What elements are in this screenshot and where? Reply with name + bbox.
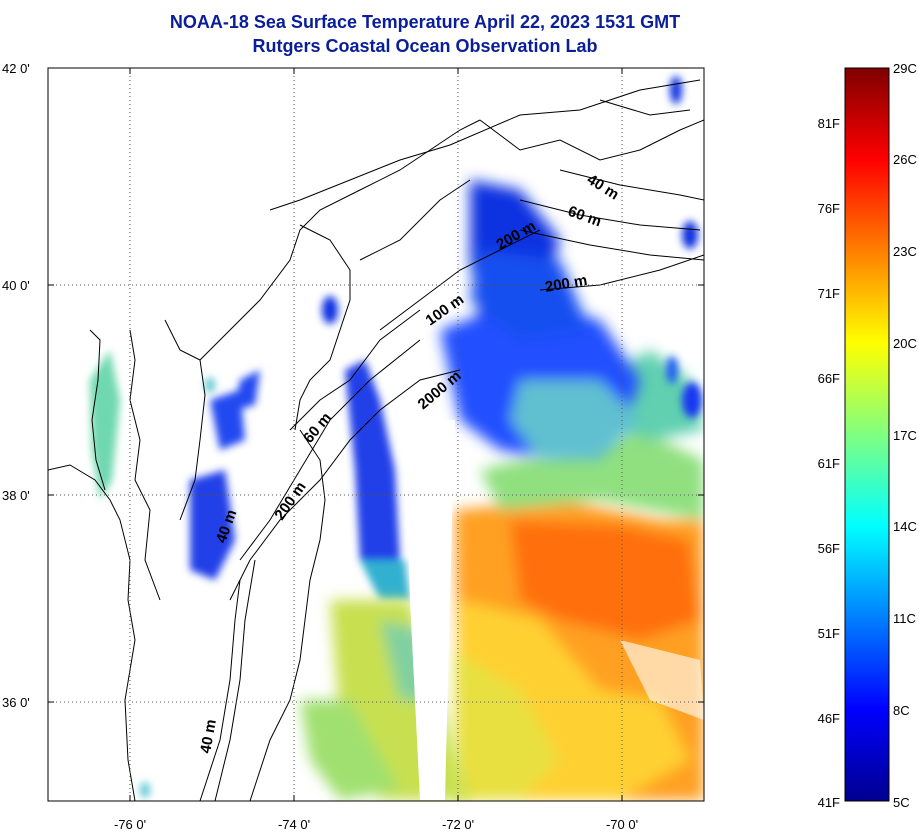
- lon-label: -74 0': [277, 817, 311, 832]
- colorbar-frame: [844, 67, 890, 802]
- colorbar-f-label: 71F: [817, 286, 840, 301]
- colorbar-c-label: 29C: [893, 61, 917, 76]
- graticule: [48, 68, 704, 801]
- map-frame: [47, 67, 705, 802]
- colorbar-c-label: 5C: [893, 795, 910, 810]
- colorbar-f-label: 51F: [817, 626, 840, 641]
- colorbar-f-label: 81F: [817, 116, 840, 131]
- colorbar-c-label: 23C: [893, 244, 917, 259]
- lon-label: -70 0': [605, 817, 639, 832]
- map-title: NOAA-18 Sea Surface Temperature April 22…: [169, 12, 681, 32]
- lon-label: -76 0': [113, 817, 147, 832]
- frame-ticks: [48, 67, 704, 801]
- colorbar-f-label: 46F: [817, 711, 840, 726]
- lat-label: 38 0': [2, 488, 30, 503]
- contour-label: 40 m: [197, 718, 220, 755]
- colorbar-c-label: 11C: [893, 611, 916, 626]
- colorbar-c-label: 14C: [893, 519, 917, 534]
- contour-label: 200 m: [271, 479, 309, 524]
- colorbar-c-label: 8C: [893, 703, 910, 718]
- colorbar-f-label: 61F: [817, 456, 840, 471]
- colorbar-c-label: 17C: [893, 428, 917, 443]
- contour-label: 60 m: [566, 203, 604, 231]
- map-subtitle: Rutgers Coastal Ocean Observation Lab: [252, 36, 598, 56]
- colorbar-c-label: 20C: [893, 336, 917, 351]
- colorbar-c-label: 26C: [893, 152, 917, 167]
- lat-label: 42 0': [2, 61, 30, 76]
- contour-label: 40 m: [584, 171, 622, 204]
- lat-label: 36 0': [2, 695, 30, 710]
- colorbar-f-label: 41F: [817, 795, 840, 810]
- sst-data-layer: [90, 76, 704, 800]
- lon-label: -72 0': [441, 817, 475, 832]
- colorbar-f-label: 76F: [817, 201, 840, 216]
- colorbar-gradient: [845, 68, 889, 801]
- lat-label: 40 0': [2, 278, 30, 293]
- colorbar-f-label: 66F: [817, 371, 840, 386]
- colorbar-f-label: 56F: [817, 541, 840, 556]
